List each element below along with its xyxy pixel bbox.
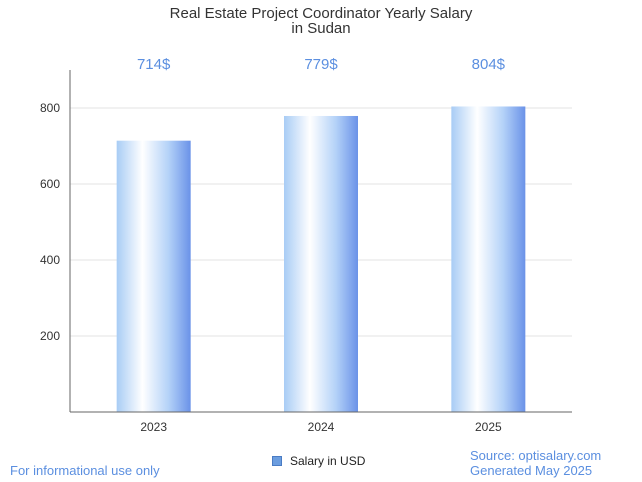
data-label: 804$	[472, 56, 506, 73]
source-note: Source: optisalary.com	[470, 448, 602, 463]
generated-note: Generated May 2025	[470, 463, 593, 478]
x-tick-label: 2024	[308, 420, 335, 434]
legend: Salary in USD	[266, 452, 372, 470]
y-tick-label: 400	[40, 253, 60, 267]
legend-swatch	[272, 456, 282, 466]
legend-label: Salary in USD	[290, 454, 366, 468]
y-tick-label: 200	[40, 329, 60, 343]
bar-2023	[116, 140, 191, 412]
data-label: 779$	[304, 56, 338, 73]
chart-title: Real Estate Project Coordinator Yearly S…	[170, 5, 473, 22]
bar-2025	[451, 106, 526, 412]
x-tick-label: 2023	[140, 420, 167, 434]
data-label: 714$	[137, 56, 171, 73]
y-tick-label: 800	[40, 101, 60, 115]
disclaimer-note: For informational use only	[10, 463, 160, 478]
bar-2024	[284, 115, 358, 412]
y-tick-label: 600	[40, 177, 60, 191]
chart-subtitle: in Sudan	[291, 20, 350, 37]
x-tick-label: 2025	[475, 420, 502, 434]
